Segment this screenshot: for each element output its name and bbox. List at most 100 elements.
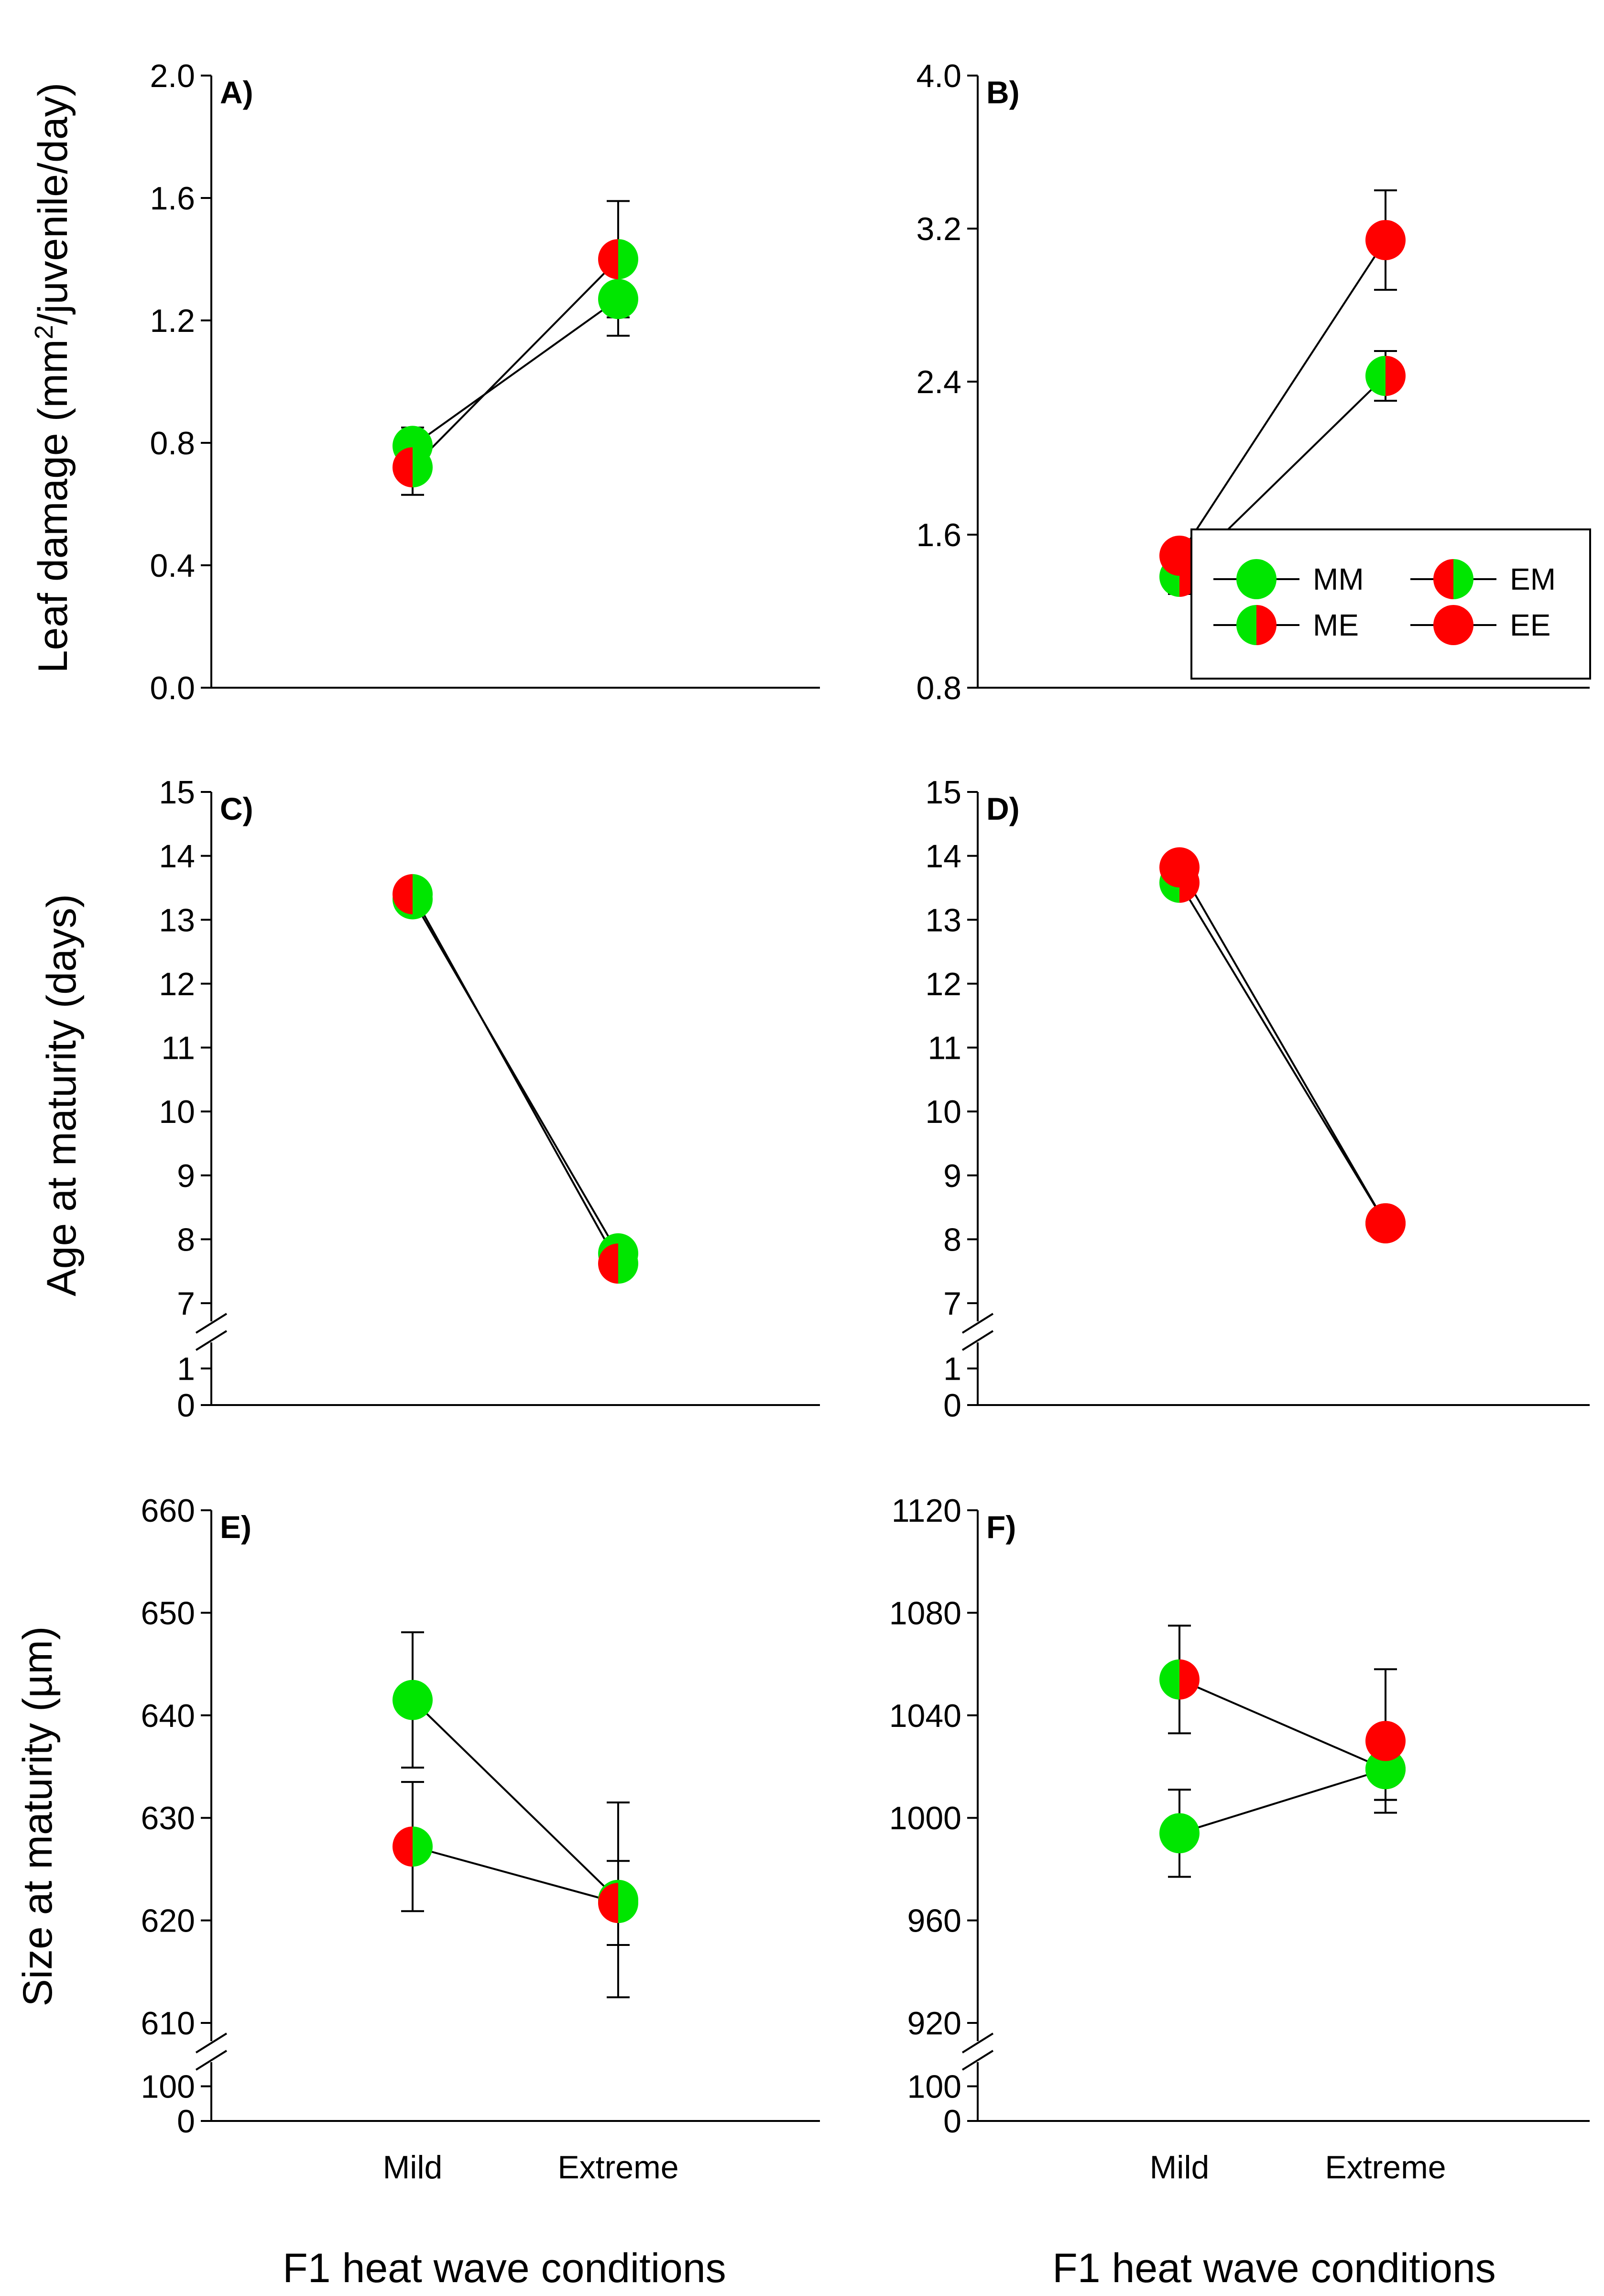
panel-f-point-mm-1-circle: [1365, 1749, 1406, 1790]
panel-e-lower-tick-label-1: 100: [141, 2069, 195, 2105]
panel-c-point-me-1-right-half: [618, 1243, 638, 1284]
panel-a-label: A): [220, 75, 253, 110]
panel-d-y-tick-label-4: 11: [927, 1030, 961, 1066]
panel-f-axis-break-mark-1: [961, 2050, 994, 2071]
panel-d-y-tick-label-7: 14: [925, 838, 961, 875]
panel-a-point-me-1-right-half: [618, 239, 638, 279]
panel-a: 0.0 0.4 0.8 1.2 1.6 2.0 A): [150, 58, 820, 706]
panels: 0.00.40.81.21.62.0 A)0.81.62.43.24.0 B)017…: [141, 58, 1590, 2186]
panel-e-x-tick-label-extreme: Extreme: [557, 2149, 678, 2186]
panel-b-y-tick-label-1: 1.6: [916, 517, 961, 553]
panel-d-y-tick-label-5: 12: [925, 966, 961, 1002]
y-axis-title-leaf: Leaf damage (mm2/juvenile/day): [30, 83, 76, 673]
legend-item-ee-label: EE: [1510, 608, 1550, 642]
panel-b-point-em-1-left-half: [1365, 356, 1386, 396]
y-axis-title-leaf-part2: /juvenile/day): [30, 83, 76, 325]
panel-b-point-ee-0: [1159, 536, 1200, 576]
panel-a-series-line-mm: [412, 298, 619, 447]
legend-item-ee-marker-circle: [1433, 605, 1473, 645]
panel-f-point-em-0: [1159, 1659, 1200, 1700]
panel-a-series-line-me: [412, 258, 619, 468]
panel-a-point-me-0: [393, 447, 433, 488]
y-axis-title-leaf-part1: Leaf damage (mm: [30, 339, 76, 673]
panel-a-point-mm-1: [598, 279, 638, 319]
panel-c-series-line-me: [412, 893, 619, 1264]
legend-item-em-marker: [1433, 559, 1473, 599]
panel-e-label: E): [220, 1509, 251, 1545]
panel-d-markers: [1159, 847, 1406, 1243]
legend-item-mm: MM: [1213, 559, 1364, 599]
panel-d-y-tick-label-0: 7: [943, 1285, 961, 1322]
panel-c-label: C): [220, 791, 253, 826]
panel-f-point-mm-1: [1365, 1749, 1406, 1790]
panel-d-series-line-ee: [1178, 867, 1386, 1224]
panel-e-error-bars: [401, 1631, 630, 1999]
panel-e-y-tick-label-5: 660: [141, 1493, 195, 1529]
panel-c-y-tick-label-5: 12: [159, 966, 195, 1002]
legend-item-em-label: EM: [1510, 562, 1556, 596]
panel-f-point-em-0-right-half: [1179, 1659, 1200, 1700]
panel-f-point-mm-0-circle: [1159, 1813, 1200, 1854]
panel-f-series-line-em: [1179, 1678, 1386, 1770]
panel-d-axis-break-mark-0: [961, 1313, 994, 1334]
panel-d-axis-break-mark-1: [961, 1330, 994, 1351]
panel-e-lower-tick-label-0: 0: [177, 2103, 195, 2140]
panel-c-point-me-0-left-half: [393, 874, 413, 914]
panel-f-y-tick-label-4: 1080: [889, 1595, 961, 1631]
panel-e-y-tick-label-0: 610: [141, 2005, 195, 2042]
legend-item-ee-marker: [1433, 605, 1473, 645]
legend-item-em-marker-left-half: [1433, 559, 1453, 599]
panel-b-point-ee-1: [1365, 220, 1406, 260]
panel-e-point-me-1-left-half: [598, 1883, 618, 1923]
panel-c-lower-tick-label-1: 1: [177, 1351, 195, 1387]
panel-f-y-tick-label-5: 1120: [892, 1493, 961, 1529]
panel-c-point-me-0-right-half: [413, 874, 433, 914]
panel-c-y-tick-label-8: 15: [159, 774, 195, 811]
legend: MM EM ME EE: [1190, 528, 1591, 680]
legend-item-em-marker-right-half: [1453, 559, 1473, 599]
panel-e-point-mm-0: [393, 1680, 433, 1720]
panel-a-y-tick-label-2: 0.8: [150, 425, 195, 461]
panel-f-markers: [1159, 1659, 1406, 1854]
panel-d-y-tick-label-2: 9: [943, 1158, 961, 1194]
panel-e-y-tick-label-3: 640: [141, 1698, 195, 1734]
panel-b-lines: [1178, 239, 1386, 578]
panel-c-y-tick-label-1: 8: [177, 1221, 195, 1258]
panel-b: 0.8 1.6 2.4 3.2 4.0 B): [916, 58, 1590, 706]
panel-d-lines: [1178, 867, 1386, 1224]
panel-c-y-tick-label-3: 10: [159, 1094, 195, 1130]
panel-c-series-line-mm: [412, 899, 619, 1254]
panel-b-point-em-1-right-half: [1386, 356, 1406, 396]
panel-d-series-line-em: [1178, 882, 1386, 1224]
panel-b-series-line-ee: [1178, 239, 1386, 557]
legend-item-ee: EE: [1410, 605, 1550, 645]
panel-f-y-tick-label-1: 960: [907, 1903, 961, 1939]
panel-e-point-mm-0-circle: [393, 1680, 433, 1720]
legend-item-mm-marker-circle: [1236, 559, 1277, 599]
panel-e-series-line-mm: [412, 1699, 619, 1901]
panel-a-y-tick-label-3: 1.2: [150, 303, 195, 339]
panel-f-x-tick-label-extreme: Extreme: [1325, 2149, 1446, 2186]
panel-a-y-tick-label-0: 0.0: [150, 670, 195, 706]
panel-f-series-line-mm: [1179, 1768, 1386, 1835]
panel-c-y-tick-label-2: 9: [177, 1158, 195, 1194]
panel-e-point-me-0-left-half: [393, 1826, 413, 1867]
panel-d-y-tick-label-8: 15: [925, 774, 961, 811]
legend-item-mm-label: MM: [1313, 562, 1364, 596]
panel-e-markers: [393, 1680, 638, 1923]
panel-b-label: B): [986, 75, 1020, 110]
panel-c: 01 7 8 9 10 11 12 13 14 15 C): [159, 774, 820, 1424]
panel-c-y-tick-label-4: 11: [161, 1030, 195, 1066]
panel-d-point-ee-1: [1365, 1203, 1406, 1243]
panel-a-point-mm-1-circle: [598, 279, 638, 319]
panel-c-lines: [412, 893, 619, 1264]
panel-b-point-ee-0-circle: [1159, 536, 1200, 576]
panel-e-y-tick-label-2: 630: [141, 1800, 195, 1836]
panel-a-point-me-0-right-half: [413, 447, 433, 488]
panel-b-y-tick-label-3: 3.2: [916, 211, 961, 247]
panel-d: 01 7 8 9 10 11 12 13 14 15 D): [925, 774, 1590, 1424]
panel-f-x-tick-label-mild: Mild: [1150, 2149, 1210, 2186]
panel-e-y-tick-label-4: 650: [141, 1595, 195, 1631]
panel-c-point-me-0: [393, 874, 433, 914]
